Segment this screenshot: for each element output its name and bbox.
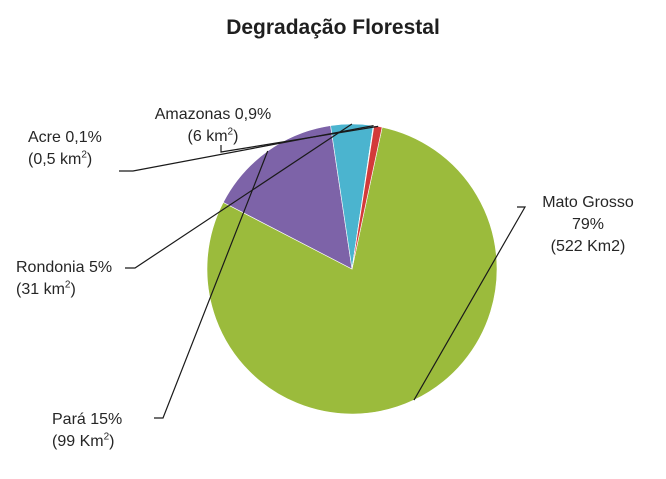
label-acre-line1: Acre 0,1% [28,129,102,146]
leader-line-par- [154,150,269,419]
label-rondonia-line1: Rondonia 5% [16,259,113,276]
leader-line-rondonia [125,123,353,269]
label-mato-grosso: Mato Grosso 79% (522 Km2) [529,192,647,258]
label-acre-line2: (0,5 km2) [28,149,93,168]
label-para-line1: Pará 15% [52,411,123,428]
label-rondonia-line2: (31 km2) [16,279,76,298]
label-para-line2: (99 Km2) [52,431,115,450]
label-amazonas: Amazonas 0,9% (6 km2) [143,104,283,148]
chart-title: Degradação Florestal [226,16,440,39]
label-rondonia: Rondonia 5% (31 km2) [16,257,112,301]
leader-line-amazonas [220,125,379,153]
label-acre: Acre 0,1% (0,5 km2) [28,127,102,171]
label-amazonas-line1: Amazonas 0,9% [154,106,272,123]
label-mato-grosso-line2: 79% [571,216,605,233]
label-amazonas-line2: (6 km2) [187,126,239,145]
leader-line-mato-grosso [413,206,527,401]
label-mato-grosso-line3: (522 Km2) [550,238,626,255]
label-mato-grosso-line1: Mato Grosso [542,194,634,211]
label-para: Pará 15% (99 Km2) [52,409,122,453]
